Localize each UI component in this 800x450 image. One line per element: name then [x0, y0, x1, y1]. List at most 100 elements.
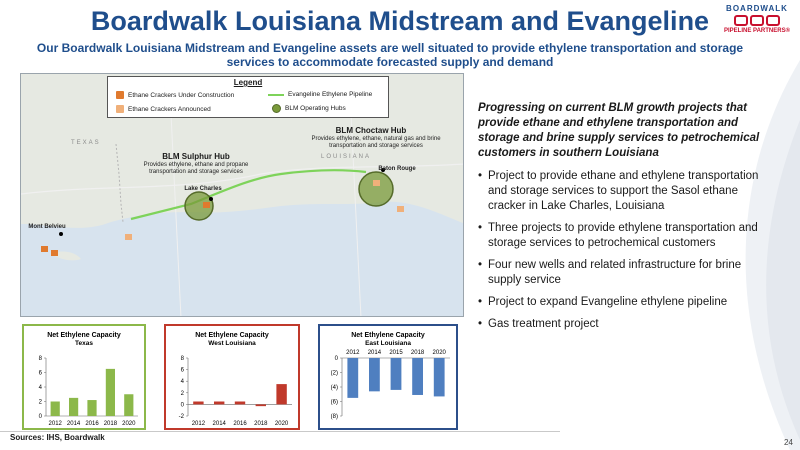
chart-title: Net Ethylene Capacity: [195, 332, 269, 339]
y-tick-label: 2: [181, 391, 185, 397]
chart-subtitle: East Louisiana: [365, 340, 411, 347]
choctaw-hub-title: BLM Choctaw Hub: [335, 126, 407, 135]
x-tick-label: 2012: [192, 421, 206, 427]
chart-bar: [193, 401, 204, 405]
summary-lead: Progressing on current BLM growth projec…: [478, 102, 760, 159]
page-subtitle: Our Boardwalk Louisiana Midstream and Ev…: [36, 41, 744, 69]
x-tick-label: 2014: [368, 350, 382, 356]
x-tick-label: 2016: [85, 421, 99, 427]
chart-bar: [276, 384, 287, 405]
x-tick-label: 2018: [411, 350, 425, 356]
y-tick-label: 0: [39, 414, 43, 420]
mont-belvieu-label: Mont Belvieu: [28, 224, 66, 230]
y-tick-label: 8: [39, 356, 43, 362]
x-tick-label: 2012: [49, 421, 63, 427]
baton-rouge-dot: [381, 168, 385, 172]
x-tick-label: 2014: [213, 421, 227, 427]
x-tick-label: 2018: [254, 421, 268, 427]
y-tick-label: 4: [181, 379, 185, 385]
legend-label: Evangeline Ethylene Pipeline: [288, 91, 373, 98]
y-tick-label: 0: [181, 402, 185, 408]
legend-item: Ethane Crackers Announced: [116, 105, 211, 113]
map-legend: Legend Ethane Crackers Under Constructio…: [107, 76, 389, 118]
baton-rouge-label: Baton Rouge: [378, 166, 416, 172]
sulphur-hub-title: BLM Sulphur Hub: [162, 152, 230, 161]
chart-bar: [124, 394, 134, 416]
summary-bullet: Project to expand Evangeline ethylene pi…: [478, 295, 768, 310]
y-tick-label: 6: [181, 368, 185, 374]
sulphur-hub-desc: Provides ethylene, ethane and propane tr…: [143, 162, 249, 175]
summary-bullet: Three projects to provide ethylene trans…: [478, 221, 768, 251]
lake-charles-dot: [209, 197, 213, 201]
chart-bar: [255, 404, 266, 407]
chart-title: Net Ethylene Capacity: [47, 332, 121, 339]
chart-west-louisiana: Net Ethylene Capacity West Louisiana -2 0 2 4…: [164, 324, 300, 430]
cracker-announced-icon: [116, 105, 124, 113]
sulphur-hub-marker: [184, 191, 214, 221]
y-tick-label: 8: [181, 356, 185, 362]
chart-bar: [412, 358, 423, 395]
pipeline-line-icon: [268, 93, 284, 96]
cracker-under-construction-icon: [203, 202, 210, 208]
y-tick-label: 0: [335, 356, 339, 362]
choctaw-hub-desc: Provides ethylene, ethane, natural gas a…: [311, 136, 441, 149]
mont-belvieu-dot: [59, 232, 63, 236]
x-tick-label: 2014: [67, 421, 81, 427]
chart-bar: [369, 358, 380, 392]
cracker-announced-icon: [397, 206, 404, 212]
company-logo: BOARDWALK PIPELINE PARTNERS®: [718, 4, 796, 42]
footer-divider: [0, 431, 560, 432]
summary-bullet: Four new wells and related infrastructur…: [478, 258, 768, 288]
summary-bullet: Gas treatment project: [478, 317, 768, 332]
legend-label: Ethane Crackers Announced: [128, 105, 211, 113]
hub-circle-icon: [272, 104, 281, 113]
cracker-announced-icon: [125, 234, 132, 240]
chart-bar: [390, 358, 402, 390]
chart-east-louisiana: Net Ethylene Capacity East Louisiana 0 (2) (…: [318, 324, 458, 430]
page-number: 24: [784, 438, 793, 447]
gulf-coast-map: TEXAS LOUISIANA BLM Choctaw Hub Provides…: [20, 73, 464, 317]
x-tick-label: 2012: [346, 350, 360, 356]
summary-bullet: Project to provide ethane and ethylene t…: [478, 169, 768, 214]
y-tick-label: (2): [331, 371, 338, 377]
x-tick-label: 2020: [275, 421, 289, 427]
logo-rings-icon: [718, 15, 796, 26]
legend-item: BLM Operating Hubs: [272, 104, 346, 113]
y-tick-label: -2: [179, 414, 185, 420]
logo-tagline: PIPELINE PARTNERS®: [724, 28, 790, 34]
y-tick-label: (4): [331, 385, 338, 391]
y-tick-label: 2: [39, 400, 43, 406]
legend-item: Ethane Crackers Under Construction: [116, 91, 234, 99]
cracker-under-construction-icon: [41, 246, 48, 252]
x-tick-label: 2020: [433, 350, 447, 356]
chart-bar: [214, 401, 225, 405]
chart-bar: [234, 401, 246, 405]
chart-bar: [433, 358, 445, 397]
chart-bar: [105, 368, 115, 416]
chart-subtitle: West Louisiana: [208, 340, 256, 347]
chart-bar: [69, 397, 79, 416]
cracker-under-construction-icon: [116, 91, 124, 99]
y-tick-label: 4: [39, 385, 43, 391]
x-tick-label: 2016: [233, 421, 247, 427]
x-tick-label: 2015: [389, 350, 403, 356]
y-tick-label: 6: [39, 371, 43, 377]
legend-label: Ethane Crackers Under Construction: [128, 91, 235, 99]
x-tick-label: 2020: [122, 421, 136, 427]
cracker-announced-icon: [373, 180, 380, 186]
y-tick-label: (8): [331, 414, 338, 420]
legend-title: Legend: [233, 78, 263, 87]
lake-charles-label: Lake Charles: [184, 186, 222, 192]
chart-bar: [347, 358, 359, 398]
legend-label: BLM Operating Hubs: [285, 105, 346, 112]
legend-item: Evangeline Ethylene Pipeline: [268, 91, 372, 98]
chart-bar: [87, 400, 97, 416]
texas-label: TEXAS: [71, 140, 101, 146]
sources-note: Sources: IHS, Boardwalk: [10, 433, 105, 442]
project-summary: Progressing on current BLM growth projec…: [478, 101, 768, 339]
chart-texas: Net Ethylene Capacity Texas 0 2 4 6 8 2012 2014 2…: [22, 324, 146, 430]
chart-bar: [50, 401, 60, 416]
